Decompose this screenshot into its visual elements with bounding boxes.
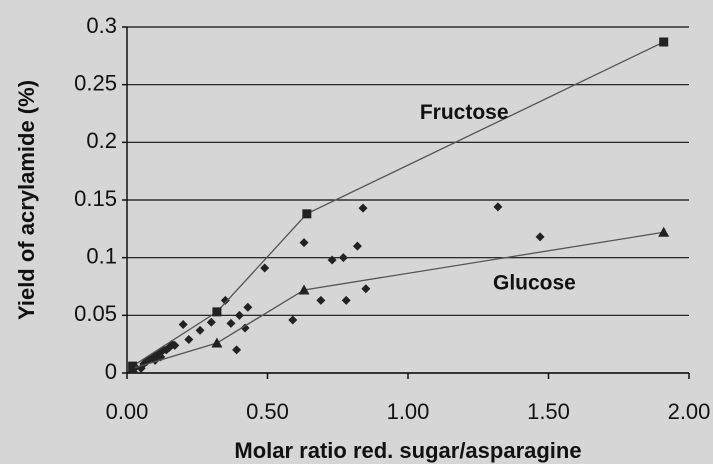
diamond-marker xyxy=(493,202,503,212)
diamond-marker xyxy=(327,255,337,265)
diamond-marker xyxy=(232,345,242,355)
triangle-marker xyxy=(127,362,139,373)
y-tick-label: 0.25 xyxy=(74,70,117,95)
x-axis-title: Molar ratio red. sugar/asparagine xyxy=(234,438,581,463)
diamond-marker xyxy=(299,238,309,248)
x-tick-label: 0.50 xyxy=(246,399,289,424)
series-line xyxy=(132,41,664,367)
diamond-marker xyxy=(226,318,236,328)
x-tick-label: 0.00 xyxy=(106,399,149,424)
diamond-marker xyxy=(316,295,326,305)
diamond-marker xyxy=(178,320,188,330)
diamond-marker xyxy=(361,284,371,294)
y-tick-label: 0.05 xyxy=(74,301,117,326)
diamond-marker xyxy=(243,302,253,312)
diamond-marker xyxy=(240,323,250,333)
square-marker xyxy=(212,307,222,317)
y-tick-label: 0 xyxy=(105,359,117,384)
triangle-marker xyxy=(211,337,223,348)
triangle-marker xyxy=(298,284,310,295)
series-line xyxy=(132,231,664,370)
diamond-marker xyxy=(220,295,230,305)
diamond-marker xyxy=(352,241,362,251)
y-tick-label: 0.1 xyxy=(86,243,117,268)
diamond-marker xyxy=(234,310,244,320)
diamond-marker xyxy=(260,263,270,273)
diamond-marker xyxy=(206,317,216,327)
square-marker xyxy=(659,37,669,47)
diamond-marker xyxy=(535,232,545,242)
diamond-marker xyxy=(195,325,205,335)
diamond-marker xyxy=(338,253,348,263)
x-tick-label: 1.00 xyxy=(387,399,430,424)
y-tick-label: 0.2 xyxy=(86,128,117,153)
annotation: Fructose xyxy=(420,101,509,124)
square-marker xyxy=(302,209,312,219)
y-axis-title: Yield of acrylamide (%) xyxy=(14,80,39,320)
diamond-marker xyxy=(170,340,180,350)
triangle-marker xyxy=(658,226,670,237)
diamond-marker xyxy=(341,295,351,305)
diamond-marker xyxy=(358,203,368,213)
y-tick-label: 0.3 xyxy=(86,13,117,38)
diamond-marker xyxy=(184,335,194,345)
annotation: Glucose xyxy=(493,272,576,295)
x-tick-label: 1.50 xyxy=(527,399,570,424)
y-tick-label: 0.15 xyxy=(74,186,117,211)
diamond-marker xyxy=(288,315,298,325)
x-tick-label: 2.00 xyxy=(668,399,711,424)
